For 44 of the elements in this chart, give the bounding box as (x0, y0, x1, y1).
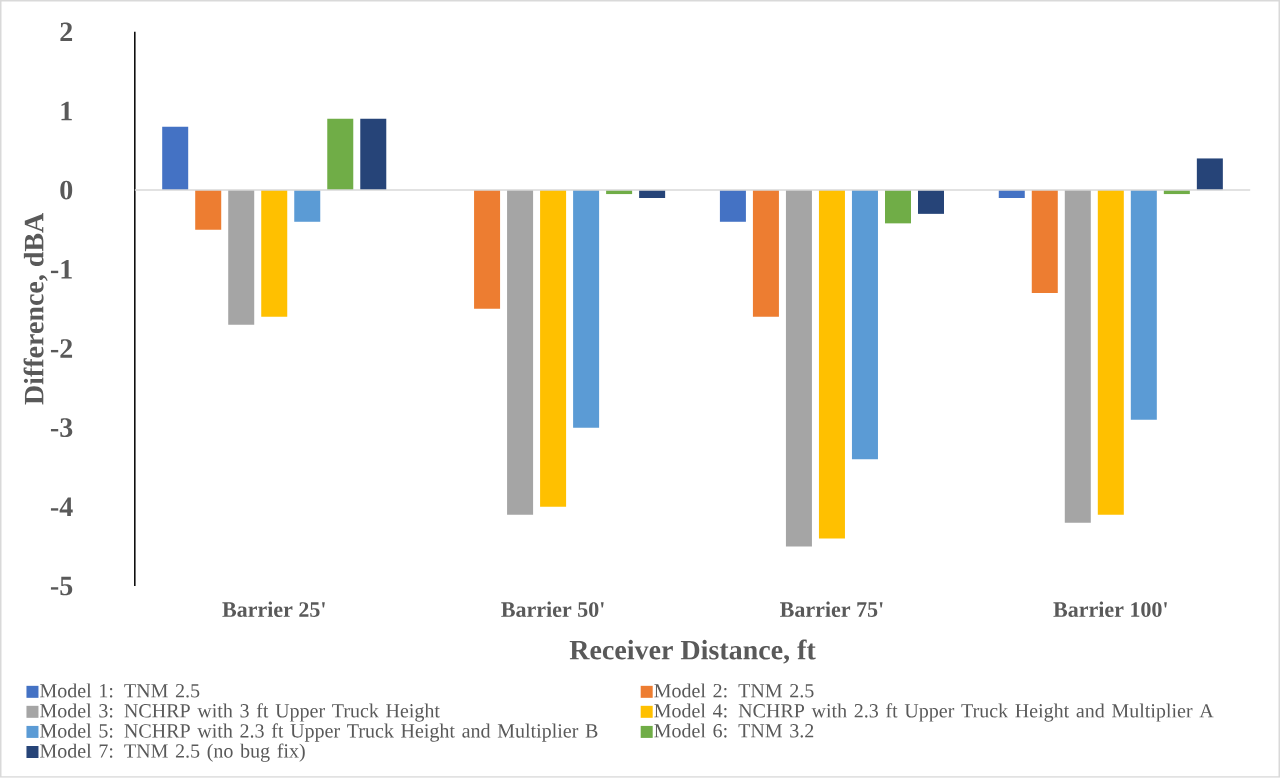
x-tick-label: Barrier 100' (1053, 601, 1167, 618)
legend-label: Model 7: TNM 2.5 (no bug fix) (40, 743, 305, 762)
legend-label: Model 6: TNM 3.2 (654, 723, 814, 738)
legend-label: Model 2: TNM 2.5 (654, 683, 814, 698)
bar (474, 190, 501, 309)
bar (752, 190, 779, 317)
bar (884, 190, 911, 224)
bar (294, 190, 321, 222)
bar (327, 118, 354, 191)
x-tick-label: Barrier 50' (501, 601, 604, 618)
y-tick-label: 0 (60, 180, 73, 200)
x-axis-title: Receiver Distance, ft (569, 639, 816, 664)
bar (162, 126, 189, 191)
x-tick-label: Barrier 25' (222, 601, 325, 618)
legend-label: Model 3: NCHRP with 3 ft Upper Truck Height (40, 703, 440, 722)
legend-label: Model 4: NCHRP with 2.3 ft Upper Truck Height and Multiplier A (654, 703, 1214, 722)
bar (1097, 190, 1124, 515)
bar (719, 190, 746, 222)
bar (1064, 190, 1091, 523)
legend-label: Model 5: NCHRP with 2.3 ft Upper Truck Height and Multiplier B (40, 723, 598, 742)
y-tick-label: -1 (50, 260, 72, 279)
bar (573, 190, 600, 428)
y-tick-label: -5 (50, 576, 73, 596)
bar (1031, 190, 1058, 294)
y-axis-title: Difference, dBA (23, 212, 48, 405)
y-tick-label: 1 (61, 101, 72, 121)
bar (785, 190, 812, 547)
bar (195, 190, 222, 230)
x-tick-label: Barrier 75' (780, 601, 883, 618)
bar (1130, 190, 1157, 420)
legend-label: Model 1: TNM 2.5 (40, 683, 200, 698)
y-tick-label: 2 (60, 22, 73, 42)
bar (261, 190, 288, 317)
bar (818, 190, 845, 539)
bar (507, 190, 534, 515)
bar (360, 118, 387, 191)
bar (917, 190, 944, 214)
y-tick-label: -3 (50, 418, 73, 438)
y-tick-label: -2 (50, 339, 73, 358)
bar (228, 190, 255, 325)
bar (540, 190, 567, 507)
y-tick-label: -4 (50, 497, 73, 517)
bar (851, 190, 878, 460)
bar (1196, 158, 1223, 191)
